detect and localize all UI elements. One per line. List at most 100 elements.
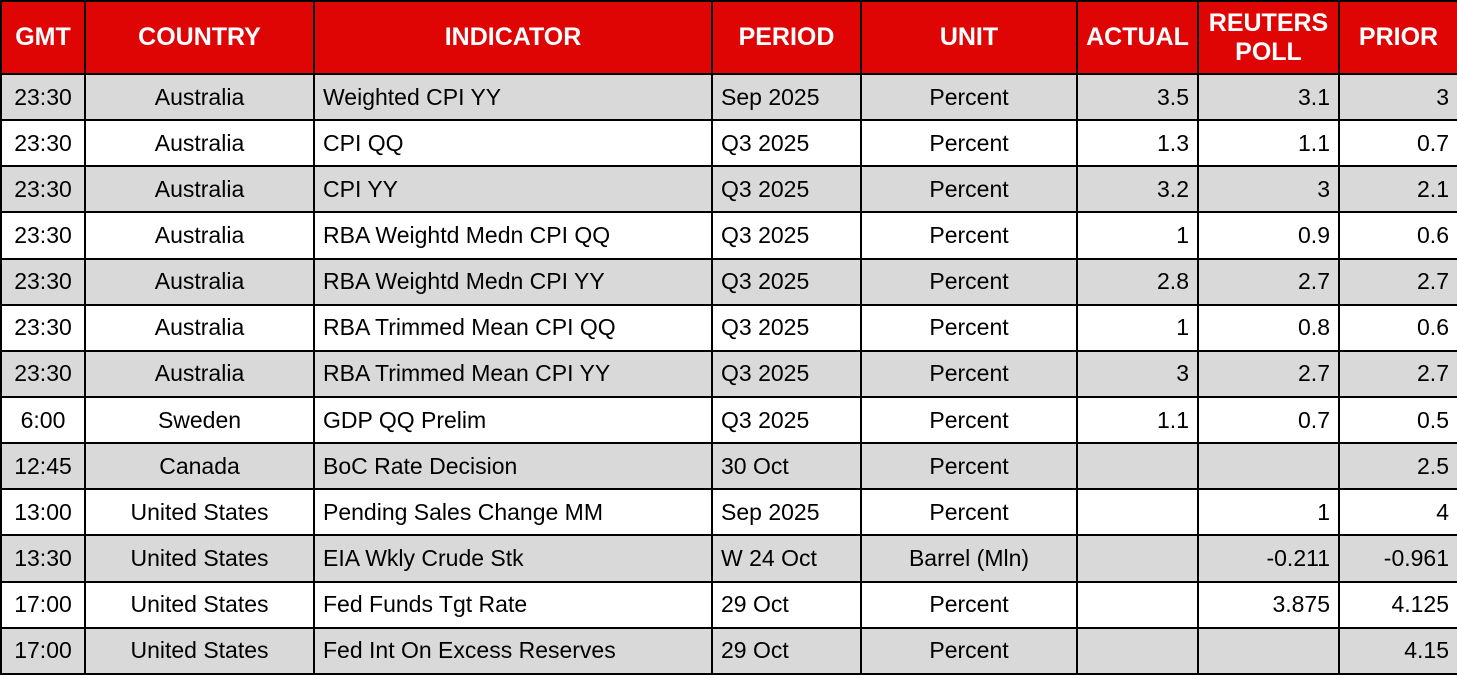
cell-indicator: Weighted CPI YY	[313, 72, 713, 122]
cell-reuters-poll: 3	[1197, 165, 1340, 214]
cell-gmt: 23:30	[0, 303, 86, 352]
cell-prior: 0.6	[1338, 211, 1457, 260]
cell-prior: 0.5	[1338, 395, 1457, 445]
cell-indicator: GDP QQ Prelim	[313, 395, 713, 445]
cell-gmt: 23:30	[0, 165, 86, 214]
table-row: 17:00 United States Fed Funds Tgt Rate 2…	[0, 580, 1457, 629]
table-row: 12:45 Canada BoC Rate Decision 30 Oct Pe…	[0, 442, 1457, 491]
table-row: 23:30 Australia RBA Trimmed Mean CPI YY …	[0, 349, 1457, 398]
cell-actual	[1076, 580, 1199, 629]
cell-country: Australia	[84, 119, 315, 168]
cell-unit: Percent	[860, 442, 1078, 491]
cell-indicator: Fed Funds Tgt Rate	[313, 580, 713, 629]
cell-reuters-poll: 3.1	[1197, 72, 1340, 122]
cell-prior: 2.5	[1338, 442, 1457, 491]
cell-period: Q3 2025	[711, 211, 862, 260]
header-row: GMT COUNTRY INDICATOR PERIOD UNIT ACTUAL…	[0, 0, 1457, 75]
cell-indicator: CPI QQ	[313, 119, 713, 168]
cell-unit: Percent	[860, 119, 1078, 168]
cell-country: Australia	[84, 303, 315, 352]
cell-unit: Barrel (Mln)	[860, 534, 1078, 583]
column-header-prior: PRIOR	[1338, 0, 1457, 75]
cell-gmt: 23:30	[0, 72, 86, 122]
cell-actual	[1076, 442, 1199, 491]
cell-country: United States	[84, 488, 315, 537]
cell-indicator: BoC Rate Decision	[313, 442, 713, 491]
cell-gmt: 12:45	[0, 442, 86, 491]
cell-actual: 1.3	[1076, 119, 1199, 168]
cell-reuters-poll: 2.7	[1197, 349, 1340, 398]
cell-prior: 4.15	[1338, 626, 1457, 675]
cell-prior: 2.7	[1338, 257, 1457, 306]
column-header-actual: ACTUAL	[1076, 0, 1199, 75]
table-row: 13:00 United States Pending Sales Change…	[0, 488, 1457, 537]
cell-country: Australia	[84, 349, 315, 398]
cell-reuters-poll: 0.8	[1197, 303, 1340, 352]
cell-gmt: 23:30	[0, 119, 86, 168]
cell-indicator: CPI YY	[313, 165, 713, 214]
cell-prior: -0.961	[1338, 534, 1457, 583]
cell-country: Australia	[84, 72, 315, 122]
cell-gmt: 23:30	[0, 349, 86, 398]
cell-reuters-poll: 1.1	[1197, 119, 1340, 168]
cell-indicator: RBA Trimmed Mean CPI YY	[313, 349, 713, 398]
cell-reuters-poll: 0.7	[1197, 395, 1340, 445]
cell-gmt: 17:00	[0, 626, 86, 675]
cell-actual	[1076, 626, 1199, 675]
cell-country: United States	[84, 626, 315, 675]
table-row: 23:30 Australia Weighted CPI YY Sep 2025…	[0, 72, 1457, 122]
cell-period: Q3 2025	[711, 119, 862, 168]
column-header-gmt: GMT	[0, 0, 86, 75]
cell-unit: Percent	[860, 395, 1078, 445]
cell-country: Australia	[84, 211, 315, 260]
table-row: 6:00 Sweden GDP QQ Prelim Q3 2025 Percen…	[0, 395, 1457, 445]
cell-gmt: 23:30	[0, 257, 86, 306]
table-body: 23:30 Australia Weighted CPI YY Sep 2025…	[0, 72, 1457, 675]
cell-prior: 2.7	[1338, 349, 1457, 398]
table-row: 23:30 Australia RBA Trimmed Mean CPI QQ …	[0, 303, 1457, 352]
table-row: 23:30 Australia RBA Weightd Medn CPI YY …	[0, 257, 1457, 306]
cell-actual: 1.1	[1076, 395, 1199, 445]
table-row: 23:30 Australia RBA Weightd Medn CPI QQ …	[0, 211, 1457, 260]
column-header-unit: UNIT	[860, 0, 1078, 75]
cell-country: Australia	[84, 257, 315, 306]
cell-reuters-poll: 0.9	[1197, 211, 1340, 260]
cell-unit: Percent	[860, 626, 1078, 675]
cell-reuters-poll: 3.875	[1197, 580, 1340, 629]
cell-country: Canada	[84, 442, 315, 491]
cell-period: Q3 2025	[711, 165, 862, 214]
cell-actual: 1	[1076, 211, 1199, 260]
cell-indicator: Fed Int On Excess Reserves	[313, 626, 713, 675]
cell-gmt: 23:30	[0, 211, 86, 260]
cell-reuters-poll	[1197, 626, 1340, 675]
cell-reuters-poll: 2.7	[1197, 257, 1340, 306]
table-row: 23:30 Australia CPI YY Q3 2025 Percent 3…	[0, 165, 1457, 214]
cell-prior: 4	[1338, 488, 1457, 537]
cell-gmt: 13:30	[0, 534, 86, 583]
table-header: GMT COUNTRY INDICATOR PERIOD UNIT ACTUAL…	[0, 0, 1457, 75]
cell-country: United States	[84, 534, 315, 583]
cell-period: Q3 2025	[711, 257, 862, 306]
cell-actual: 3	[1076, 349, 1199, 398]
cell-actual: 1	[1076, 303, 1199, 352]
cell-actual: 3.2	[1076, 165, 1199, 214]
cell-unit: Percent	[860, 580, 1078, 629]
cell-period: 29 Oct	[711, 580, 862, 629]
cell-prior: 3	[1338, 72, 1457, 122]
cell-prior: 0.7	[1338, 119, 1457, 168]
table-row: 23:30 Australia CPI QQ Q3 2025 Percent 1…	[0, 119, 1457, 168]
cell-unit: Percent	[860, 165, 1078, 214]
cell-reuters-poll	[1197, 442, 1340, 491]
column-header-reuters-poll: REUTERS POLL	[1197, 0, 1340, 75]
cell-unit: Percent	[860, 303, 1078, 352]
cell-gmt: 13:00	[0, 488, 86, 537]
cell-prior: 2.1	[1338, 165, 1457, 214]
cell-period: W 24 Oct	[711, 534, 862, 583]
cell-country: United States	[84, 580, 315, 629]
cell-reuters-poll: 1	[1197, 488, 1340, 537]
cell-actual	[1076, 534, 1199, 583]
cell-period: Sep 2025	[711, 488, 862, 537]
column-header-indicator: INDICATOR	[313, 0, 713, 75]
cell-actual: 2.8	[1076, 257, 1199, 306]
